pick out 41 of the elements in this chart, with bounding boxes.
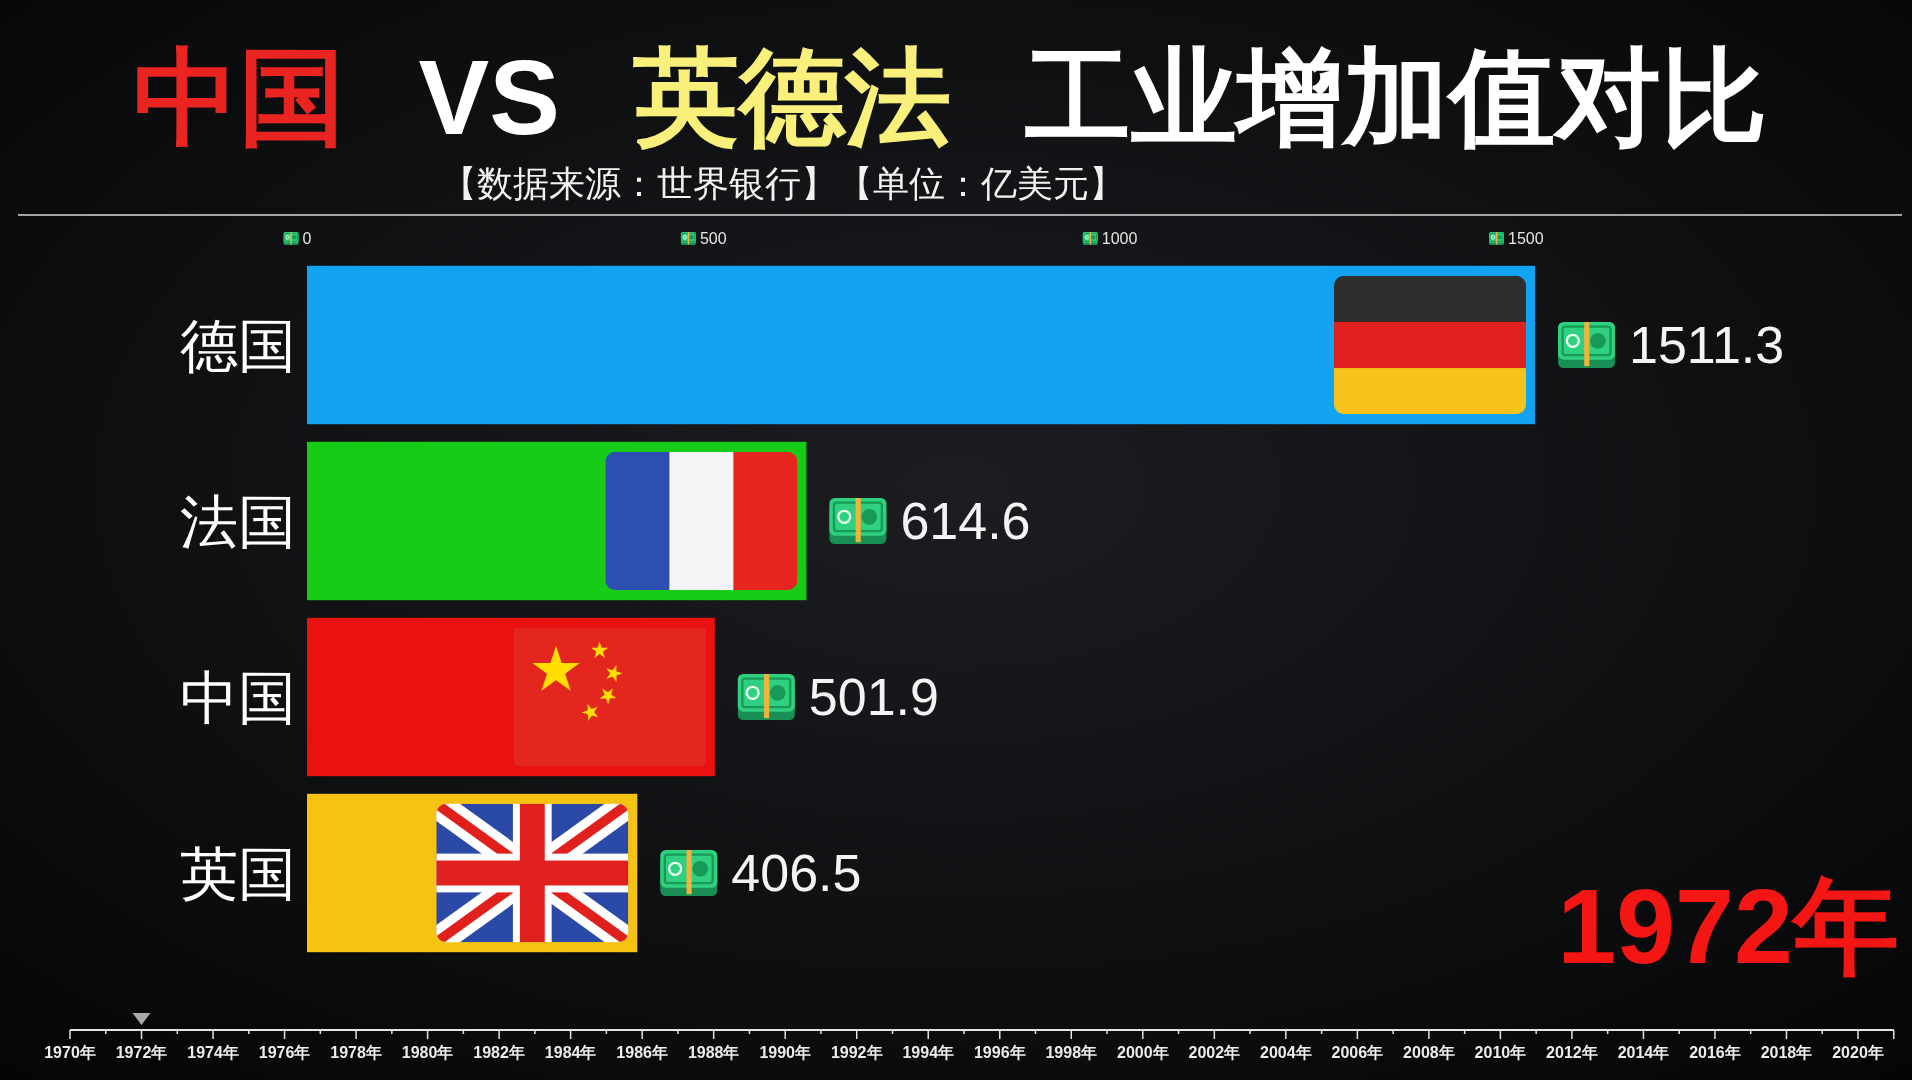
chart-title: 中国 VS 英德法 工业增加值对比 (133, 38, 1767, 156)
data-label: 1511.3 (1629, 316, 1785, 374)
text: 2012年 (1546, 1044, 1598, 1061)
chart-subtitle: 【数据来源：世界银行】【单位：亿美元】 (441, 163, 1125, 204)
data-label: 614.6 (900, 492, 1031, 550)
text: 2006年 (1331, 1044, 1384, 1061)
y-tick-label: 法国 (180, 488, 296, 554)
text: 1996年 (973, 1044, 1026, 1061)
text: 1980年 (401, 1044, 454, 1061)
text: 2016年 (1689, 1044, 1741, 1061)
text: 1976年 (258, 1044, 311, 1061)
x-tick-label: 1000 (1101, 230, 1138, 247)
data-label: 501.9 (808, 668, 939, 726)
text: 2000年 (1117, 1044, 1169, 1061)
text: 2008年 (1403, 1044, 1455, 1061)
text: 1974年 (187, 1044, 239, 1061)
data-label: 406.5 (731, 844, 862, 902)
text: 1998年 (1045, 1044, 1098, 1061)
text: 2018年 (1760, 1044, 1813, 1061)
text: 1972年 (115, 1044, 168, 1061)
text: 1984年 (544, 1044, 597, 1061)
x-tick-label: 500 (699, 230, 727, 247)
text: 1986年 (616, 1044, 668, 1061)
y-tick-label: 英国 (180, 840, 296, 906)
text: 1972年 (1557, 867, 1899, 985)
text: 1994年 (902, 1044, 955, 1061)
text: 2002年 (1188, 1044, 1241, 1061)
text: 1990年 (759, 1044, 811, 1061)
text: 1992年 (830, 1044, 883, 1061)
x-tick-label: 1500 (1508, 230, 1544, 247)
y-tick-label: 德国 (180, 312, 296, 378)
text: 1970年 (44, 1044, 96, 1061)
text: 2010年 (1474, 1044, 1527, 1061)
text: 1988年 (687, 1044, 740, 1061)
text: 1982年 (473, 1044, 525, 1061)
text: 2014年 (1617, 1044, 1670, 1061)
text: 2020年 (1832, 1044, 1884, 1061)
text: 1978年 (330, 1044, 382, 1061)
x-tick-label: 0 (302, 230, 312, 247)
y-tick-label: 中国 (180, 664, 296, 730)
text: 2004年 (1260, 1044, 1312, 1061)
